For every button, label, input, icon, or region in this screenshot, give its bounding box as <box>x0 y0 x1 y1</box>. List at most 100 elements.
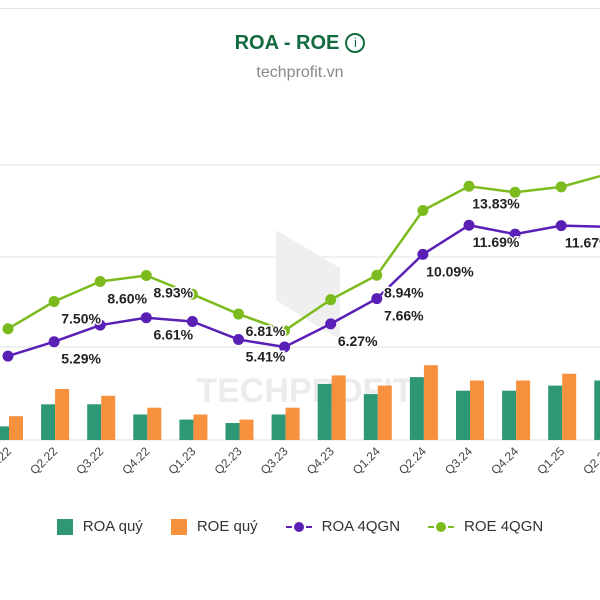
point-roa-4q <box>463 219 475 231</box>
legend-label: ROA quý <box>82 518 143 535</box>
legend-label: ROE quý <box>196 518 258 535</box>
point-roe-4q <box>417 205 429 216</box>
line-roa-4q <box>7 223 600 358</box>
x-tick-label: Q2.25 <box>580 444 600 477</box>
point-roa-4q <box>279 341 291 353</box>
bar-roa-quarter <box>133 414 148 440</box>
x-tick-label: Q1.25 <box>534 444 567 477</box>
point-roa-4q <box>233 334 244 346</box>
bar-roe-quarter <box>147 407 162 440</box>
point-roe-4q <box>186 288 198 300</box>
bar-roe-quarter <box>9 416 23 440</box>
x-tick-label: Q1.24 <box>350 444 383 477</box>
data-label: 10.09% <box>426 263 474 279</box>
data-label: 11.69% <box>473 234 520 250</box>
chart-subtitle: techprofit.vn <box>256 64 344 81</box>
data-label: 6.61% <box>153 327 193 343</box>
point-roe-4q <box>2 323 14 335</box>
bar-roa-quarter <box>179 419 194 440</box>
data-label: 11.67% <box>565 235 600 251</box>
legend-line-marker-icon <box>285 521 312 532</box>
bar-roa-quarter <box>87 404 102 440</box>
point-roa-4q <box>186 316 198 328</box>
x-tick-label: Q3.22 <box>73 444 106 477</box>
x-tick-label: Q2.22 <box>27 444 60 477</box>
chart-title: ROA - ROE i <box>0 32 600 55</box>
bar-roa-quarter <box>271 414 286 440</box>
point-roe-4q <box>48 296 60 307</box>
data-label: 5.29% <box>61 351 101 367</box>
bar-roe-quarter <box>516 380 531 440</box>
bar-roe-quarter <box>377 385 392 440</box>
legend-item-roa-4q[interactable]: ROA 4QGN <box>285 518 401 535</box>
bar-roa-quarter <box>41 404 56 440</box>
x-tick-label: Q4.24 <box>488 444 521 477</box>
x-tick-label: Q3.24 <box>442 444 475 477</box>
bar-roe-quarter <box>239 419 254 440</box>
data-label: 8.94% <box>384 284 424 300</box>
bar-roe-quarter <box>470 380 484 440</box>
bar-roa-quarter <box>456 390 470 440</box>
point-roa-4q <box>509 228 521 240</box>
bar-roa-quarter <box>0 426 9 440</box>
data-label: 6.27% <box>338 333 378 349</box>
bar-roe-quarter <box>562 373 577 440</box>
legend-label: ROA 4QGN <box>321 518 401 535</box>
legend-item-roa-quarter[interactable]: ROA quý <box>56 518 143 535</box>
bar-roa-quarter <box>502 390 517 440</box>
data-label: 5.41% <box>246 349 286 365</box>
point-roe-4q <box>509 186 521 198</box>
bar-roa-quarter <box>225 423 240 440</box>
x-tick-label: Q3.23 <box>258 444 291 477</box>
data-label: 8.60% <box>107 290 147 306</box>
bar-roe-quarter <box>55 389 70 440</box>
point-roe-4q <box>325 294 337 306</box>
point-roe-4q <box>140 269 152 281</box>
card-top-border <box>0 8 600 9</box>
bar-roa-quarter <box>548 385 563 440</box>
info-icon[interactable]: i <box>345 33 366 53</box>
bar-roa-quarter <box>317 383 332 440</box>
point-roa-4q <box>325 318 337 330</box>
bar-roe-quarter <box>423 365 438 440</box>
bar-roe-quarter <box>285 407 300 440</box>
x-tick-label: Q4.23 <box>304 444 337 477</box>
watermark-logo-icon <box>276 230 340 340</box>
bar-roe-quarter <box>193 414 208 440</box>
legend-item-roe-4q[interactable]: ROE 4QGN <box>428 518 543 535</box>
bar-roa-quarter <box>594 380 600 440</box>
data-label: 8.93% <box>153 284 193 300</box>
point-roe-4q <box>463 180 475 192</box>
x-tick-label: Q2.24 <box>396 444 429 477</box>
point-roe-4q <box>233 308 244 320</box>
x-tick-label: Q1.23 <box>165 444 198 477</box>
data-label: 6.81% <box>246 323 286 339</box>
legend-swatch-icon <box>56 518 73 535</box>
point-roa-4q <box>48 336 60 348</box>
legend-item-roe-quarter[interactable]: ROE quý <box>170 518 258 535</box>
point-roa-4q <box>417 248 429 260</box>
legend-line-marker-icon <box>428 521 455 532</box>
point-roa-4q <box>94 319 106 331</box>
bar-roa-quarter <box>363 394 378 440</box>
data-label: 13.83% <box>472 195 520 211</box>
data-label: 7.50% <box>61 311 101 327</box>
point-roe-4q <box>555 181 567 193</box>
x-tick-label: Q2.23 <box>212 444 245 477</box>
legend-label: ROE 4QGN <box>464 518 544 535</box>
line-roe-4q <box>7 174 600 333</box>
x-tick-label: Q1.22 <box>0 444 14 477</box>
point-roa-4q <box>555 220 567 232</box>
point-roa-4q <box>2 350 14 362</box>
legend-swatch-icon <box>170 518 187 535</box>
point-roa-4q <box>371 293 383 305</box>
point-roe-4q <box>94 275 106 287</box>
bar-roa-quarter <box>409 377 424 440</box>
point-roe-4q <box>279 325 291 337</box>
chart-title-text: ROA - ROE <box>234 32 340 54</box>
point-roa-4q <box>140 312 152 324</box>
legend: ROA quý ROE quý ROA 4QGN ROE 4QGN <box>0 518 600 535</box>
point-roe-4q <box>371 269 383 281</box>
bar-roe-quarter <box>101 395 116 440</box>
